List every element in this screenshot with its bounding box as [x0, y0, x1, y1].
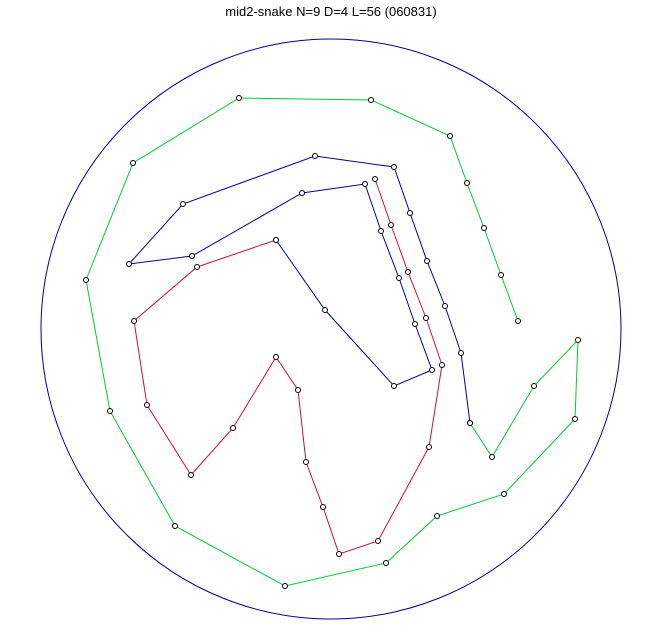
vertex-marker [467, 420, 473, 426]
vertex-marker [405, 269, 411, 275]
path-blue-section [127, 155, 471, 424]
vertex-marker [130, 160, 136, 166]
vertex-marker [378, 228, 384, 234]
vertex-marker [442, 303, 448, 309]
boundary-circle [40, 38, 622, 620]
vertex-marker [423, 315, 429, 321]
vertex-marker [273, 354, 279, 360]
vertex-marker [439, 362, 445, 368]
vertex-marker [107, 408, 113, 414]
vertex-marker [282, 583, 288, 589]
vertex-marker [464, 180, 470, 186]
figure-title: mid2-snake N=9 D=4 L=56 (060831) [225, 4, 437, 19]
vertex-marker [194, 264, 200, 270]
vertex-marker [362, 181, 368, 187]
vertex-marker [322, 307, 328, 313]
vertex-marker [498, 272, 504, 278]
vertex-marker [273, 237, 279, 243]
vertex-marker [188, 472, 194, 478]
vertex-marker [236, 95, 242, 101]
vertex-marker [83, 277, 89, 283]
vertex-marker [429, 367, 435, 373]
vertex-marker [372, 176, 378, 182]
vertex-marker [172, 523, 178, 529]
vertex-marker [447, 133, 453, 139]
vertex-marker [458, 350, 464, 356]
vertex-marker [481, 225, 487, 231]
path-green-section [85, 97, 579, 587]
vertex-marker [336, 551, 342, 557]
vertex-marker [180, 201, 186, 207]
vertex-marker [531, 383, 537, 389]
path-red-section [133, 178, 443, 555]
vertex-marker [144, 402, 150, 408]
vertex-marker [299, 190, 305, 196]
vertex-marker [131, 318, 137, 324]
vertex-marker [388, 222, 394, 228]
vertex-marker [489, 454, 495, 460]
vertex-marker [189, 253, 195, 259]
vertex-marker [391, 164, 397, 170]
vertex-marker [424, 258, 430, 264]
vertex-marker [572, 416, 578, 422]
vertex-marker [375, 538, 381, 544]
vertex-marker [383, 560, 389, 566]
vertex-marker [230, 425, 236, 431]
vertex-marker [501, 491, 507, 497]
vertex-marker [426, 444, 432, 450]
vertex-marker [434, 513, 440, 519]
vertex-marker [368, 97, 374, 103]
vertex-marker [412, 321, 418, 327]
vertex-marker [515, 318, 521, 324]
vertex-marker [575, 337, 581, 343]
vertex-marker [312, 153, 318, 159]
vertex-marker [303, 459, 309, 465]
vertex-marker [396, 275, 402, 281]
vertex-marker [320, 504, 326, 510]
vertex-marker [295, 387, 301, 393]
vertex-marker [407, 210, 413, 216]
vertex-marker [126, 261, 132, 267]
vertex-marker [391, 383, 397, 389]
